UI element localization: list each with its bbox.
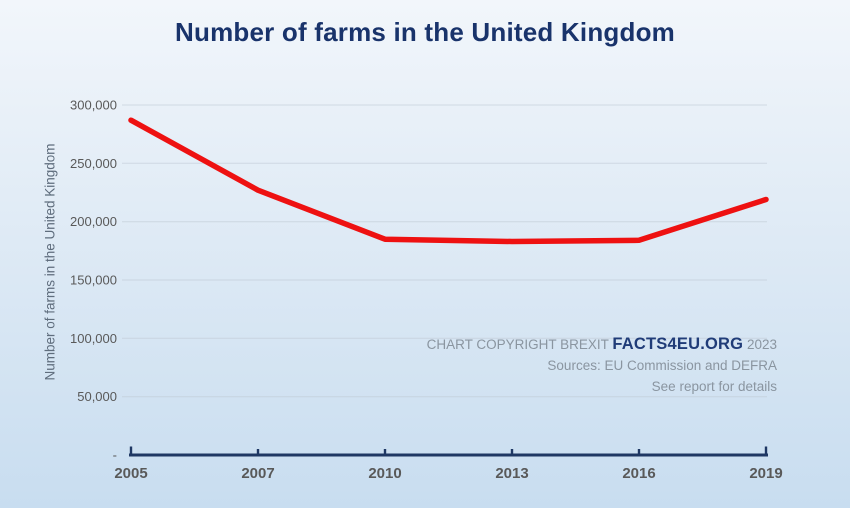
chart-title: Number of farms in the United Kingdom — [175, 17, 675, 47]
sources-line: Sources: EU Commission and DEFRA — [547, 358, 777, 373]
x-tick-label: 2005 — [114, 465, 147, 482]
y-tick-label: 50,000 — [77, 389, 117, 404]
copyright-block: CHART COPYRIGHT BREXIT FACTS4EU.ORG 2023… — [427, 334, 777, 397]
x-tick-label: 2013 — [495, 465, 528, 482]
farms-line-series — [128, 117, 769, 245]
x-tick-label: 2010 — [368, 465, 401, 482]
y-tick-label: 150,000 — [70, 273, 117, 288]
report-note: See report for details — [651, 379, 777, 394]
copyright-line: CHART COPYRIGHT BREXIT FACTS4EU.ORG 2023 — [427, 334, 777, 355]
x-tick-label: 2007 — [241, 465, 274, 482]
y-tick-label: 100,000 — [70, 331, 117, 346]
copyright-year: 2023 — [746, 337, 777, 352]
copyright-prefix: CHART COPYRIGHT BREXIT — [426, 337, 609, 352]
y-tick-label: 200,000 — [70, 214, 117, 229]
brand-name: FACTS4EU.ORG — [612, 335, 744, 353]
x-tick-label: 2019 — [749, 465, 782, 482]
x-tick-label: 2016 — [622, 465, 655, 482]
y-tick-label: 300,000 — [70, 98, 117, 113]
y-tick-label: 250,000 — [70, 156, 117, 171]
y-tick-label: - — [113, 448, 117, 463]
